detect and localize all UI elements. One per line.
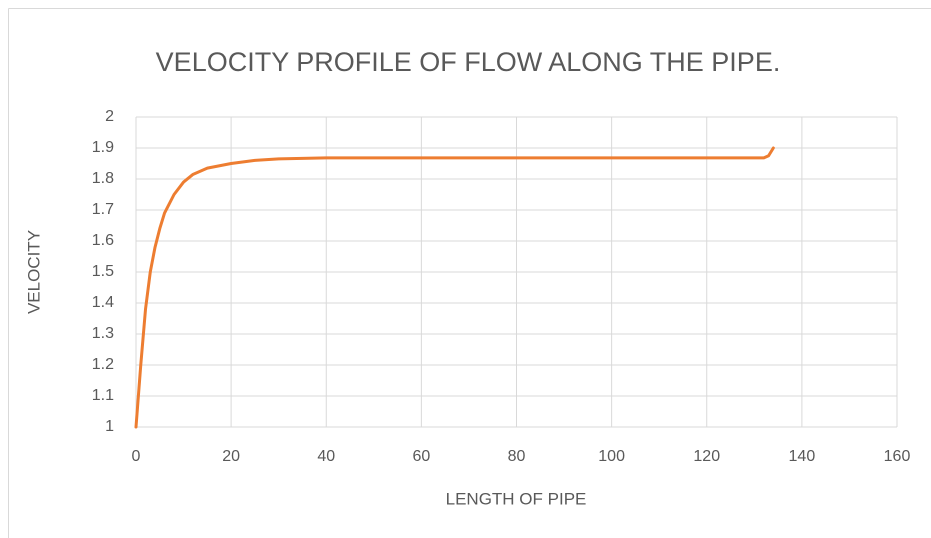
x-tick-label: 120 <box>693 448 720 465</box>
x-axis-label: LENGTH OF PIPE <box>446 489 587 508</box>
y-tick-label: 1.7 <box>92 201 114 218</box>
y-tick-label: 1 <box>105 418 114 435</box>
x-tick-label: 140 <box>789 448 816 465</box>
x-tick-label: 20 <box>222 448 240 465</box>
x-tick-label: 100 <box>598 448 625 465</box>
x-tick-label: 60 <box>412 448 430 465</box>
x-tick-label: 160 <box>884 448 911 465</box>
y-tick-label: 1.2 <box>92 356 114 373</box>
y-tick-label: 1.3 <box>92 325 114 342</box>
x-tick-label: 40 <box>317 448 335 465</box>
y-tick-label: 1.5 <box>92 263 114 280</box>
y-axis-label: VELOCITY <box>24 230 43 314</box>
x-tick-label: 0 <box>132 448 141 465</box>
y-tick-label: 1.9 <box>92 139 114 156</box>
y-tick-label: 1.1 <box>92 387 114 404</box>
chart-title: VELOCITY PROFILE OF FLOW ALONG THE PIPE. <box>156 47 781 77</box>
x-tick-label: 80 <box>508 448 526 465</box>
line-series <box>134 146 775 429</box>
y-tick-label: 2 <box>105 108 114 125</box>
y-tick-label: 1.6 <box>92 232 114 249</box>
y-tick-label: 1.4 <box>92 294 114 311</box>
y-tick-label: 1.8 <box>92 170 114 187</box>
